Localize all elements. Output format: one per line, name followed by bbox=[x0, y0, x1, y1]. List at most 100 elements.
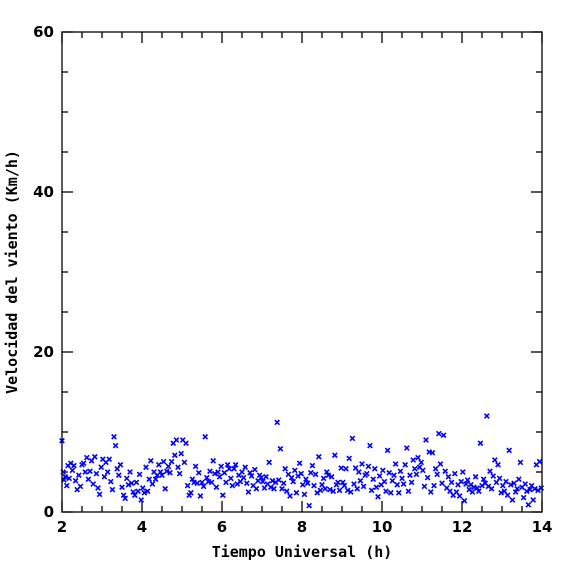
data-point bbox=[165, 463, 172, 470]
data-point bbox=[410, 457, 417, 463]
data-point bbox=[474, 485, 481, 491]
data-point bbox=[355, 469, 362, 475]
data-point bbox=[538, 485, 545, 491]
data-point bbox=[354, 485, 361, 492]
data-point bbox=[311, 482, 317, 489]
data-point bbox=[347, 489, 354, 495]
data-point bbox=[458, 478, 465, 485]
data-point bbox=[512, 489, 519, 495]
data-point bbox=[503, 478, 509, 485]
data-point bbox=[315, 453, 322, 460]
data-point bbox=[263, 473, 269, 480]
x-tick-label: 8 bbox=[297, 518, 307, 536]
data-point bbox=[232, 461, 239, 468]
data-point bbox=[424, 474, 431, 481]
data-point bbox=[290, 478, 297, 485]
data-point bbox=[275, 477, 282, 483]
x-tick-label: 12 bbox=[452, 518, 473, 536]
data-point bbox=[336, 487, 343, 494]
data-point bbox=[343, 465, 349, 472]
data-point bbox=[229, 482, 236, 489]
data-point bbox=[338, 465, 345, 471]
data-point bbox=[128, 480, 135, 487]
data-point bbox=[488, 485, 495, 492]
data-point bbox=[469, 489, 476, 495]
data-point bbox=[391, 472, 397, 479]
data-point bbox=[112, 442, 119, 449]
data-point bbox=[149, 481, 156, 487]
y-tick-label: 20 bbox=[33, 343, 54, 361]
data-point bbox=[407, 472, 413, 479]
data-point bbox=[130, 489, 137, 495]
data-point bbox=[307, 469, 314, 476]
data-point bbox=[339, 479, 346, 486]
y-tick-label: 0 bbox=[44, 503, 54, 521]
data-point bbox=[96, 491, 103, 498]
data-point bbox=[171, 452, 178, 459]
data-point bbox=[219, 492, 226, 499]
data-point bbox=[296, 460, 303, 467]
data-point bbox=[530, 497, 537, 503]
data-point bbox=[413, 471, 420, 478]
data-point bbox=[162, 485, 169, 492]
plot-frame bbox=[61, 31, 543, 513]
data-point bbox=[240, 474, 247, 481]
data-point bbox=[442, 468, 449, 475]
data-point bbox=[323, 469, 330, 475]
data-point bbox=[62, 473, 69, 480]
data-point bbox=[349, 435, 356, 442]
data-point bbox=[82, 469, 89, 475]
data-point bbox=[445, 473, 452, 480]
data-point bbox=[411, 465, 418, 472]
data-point bbox=[320, 475, 327, 482]
data-point bbox=[491, 457, 498, 463]
data-point bbox=[117, 461, 124, 468]
data-point bbox=[210, 457, 217, 464]
data-point bbox=[480, 476, 487, 483]
data-point bbox=[141, 489, 148, 496]
data-point bbox=[472, 473, 479, 480]
data-point bbox=[456, 493, 463, 499]
data-point bbox=[101, 473, 108, 480]
data-point bbox=[80, 460, 87, 467]
data-point bbox=[247, 469, 253, 476]
axis-tick-labels: 2 4 6 8 10 12 14 0 20 40 60 bbox=[33, 23, 552, 536]
data-point bbox=[120, 492, 127, 499]
data-point bbox=[221, 469, 228, 476]
data-point bbox=[282, 465, 289, 472]
data-point bbox=[136, 471, 143, 478]
data-point bbox=[181, 459, 188, 466]
data-point bbox=[239, 469, 245, 475]
data-point bbox=[122, 495, 129, 502]
data-point bbox=[90, 481, 97, 487]
data-point bbox=[461, 497, 468, 504]
data-point bbox=[125, 481, 132, 488]
data-point bbox=[536, 458, 543, 465]
data-point bbox=[327, 486, 333, 493]
data-point bbox=[437, 461, 444, 467]
data-point bbox=[155, 461, 162, 468]
data-point bbox=[218, 463, 225, 470]
data-point bbox=[160, 458, 167, 465]
data-point bbox=[427, 489, 434, 495]
data-point bbox=[301, 491, 308, 498]
data-point bbox=[306, 502, 313, 509]
data-point bbox=[207, 468, 213, 475]
data-point bbox=[277, 445, 284, 452]
data-point bbox=[215, 469, 221, 475]
data-point bbox=[274, 419, 281, 426]
data-point bbox=[523, 488, 530, 495]
data-point bbox=[287, 493, 293, 499]
data-point bbox=[258, 474, 265, 481]
data-point bbox=[271, 485, 277, 492]
data-point bbox=[243, 480, 250, 487]
data-point bbox=[331, 452, 338, 459]
data-point bbox=[283, 488, 290, 495]
data-point bbox=[322, 485, 329, 492]
data-point bbox=[178, 450, 185, 457]
x-tick-label: 4 bbox=[137, 518, 147, 536]
data-point bbox=[98, 464, 105, 471]
data-point bbox=[498, 489, 505, 496]
data-point bbox=[266, 459, 273, 466]
data-point bbox=[202, 433, 209, 440]
